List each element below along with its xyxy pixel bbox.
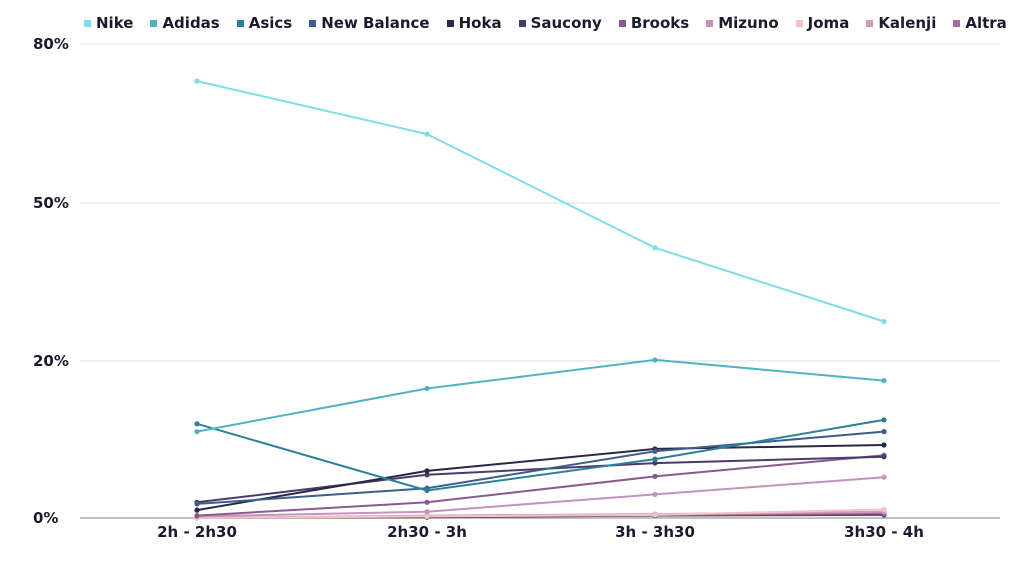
x-tick-label: 3h30 - 4h [844,523,924,541]
data-point-adidas [194,429,200,435]
series-new-balance [194,429,887,507]
y-tick-label: 0% [33,509,58,527]
legend-swatch [84,19,91,27]
data-point-nike [424,131,430,137]
legend: Nike Adidas Asics New Balance Hoka Saucony Bro… [84,14,1024,32]
series-line-saucony [196,455,885,504]
y-tick-label: 50% [33,194,69,212]
legend-label: Mizuno [718,14,779,32]
legend-label: Adidas [162,14,220,32]
legend-item-joma: Joma [795,14,850,32]
x-tick-label: 2h - 2h30 [157,523,237,541]
legend-label: Saucony [530,14,602,32]
legend-label: Asics [248,14,293,32]
series-asics [194,417,887,494]
data-point-asics [881,417,887,423]
legend-swatch [446,19,454,27]
legend-swatch [518,19,526,27]
x-tick-label: 2h30 - 3h [387,523,467,541]
legend-swatch [309,19,317,27]
data-point-mizuno [652,491,658,498]
legend-item-adidas: Adidas [150,14,220,32]
series-adidas [194,357,887,435]
series-line-hoka [196,444,885,512]
legend-item-hoka: Hoka [446,14,502,32]
y-tick-label: 20% [33,352,69,370]
gridlines [80,43,1000,519]
legend-label: Hoka [458,14,502,32]
x-tick-label: 3h - 3h30 [615,523,695,541]
series-line-new-balance [196,430,885,505]
y-axis-ticks: 0% 20% 50% 80% [33,35,69,527]
data-point-nike [652,245,658,251]
data-point-adidas [424,385,430,392]
series-line-adidas [196,358,885,433]
legend-item-nike: Nike [84,14,133,32]
series-nike [194,78,887,325]
data-point-joma [424,513,430,520]
data-point-joma [881,506,887,512]
data-point-hoka [424,468,430,474]
data-point-nike [194,78,200,84]
data-point-brooks [652,473,658,479]
data-point-new-balance [881,429,887,435]
series-line-mizuno [196,476,885,518]
y-tick-label: 80% [33,35,69,53]
legend-label: Kalenji [878,14,937,32]
legend-swatch [236,19,244,27]
data-point-hoka [194,507,200,513]
legend-label: Altra [965,14,1007,32]
legend-label: Nike [96,14,134,32]
legend-swatch [866,19,874,27]
data-point-adidas [881,378,887,384]
legend-swatch [150,19,158,27]
legend-swatch [706,19,714,27]
series-line-nike [196,80,885,323]
data-point-adidas [652,357,658,363]
series-line-asics [196,418,885,492]
data-point-mizuno [881,474,887,480]
data-point-new-balance [652,448,658,454]
data-point-new-balance [194,501,200,507]
legend-label: Brooks [630,14,690,32]
legend-label: Joma [807,14,850,32]
data-point-asics [424,487,430,494]
series-line-brooks [196,454,885,517]
legend-item-asics: Asics [236,14,293,32]
legend-swatch [618,19,626,27]
data-point-nike [881,318,887,325]
legend-item-mizuno: Mizuno [706,14,779,32]
legend-swatch [795,19,803,27]
data-point-saucony [881,454,887,460]
legend-label: New Balance [321,14,430,32]
x-axis-ticks: 2h - 2h30 2h30 - 3h 3h - 3h30 3h30 - 4h [157,523,924,541]
series-hoka [194,442,887,513]
series-line-joma [196,508,885,519]
data-point-mizuno [424,509,430,515]
legend-swatch [953,19,961,27]
legend-item-kalenji: Kalenji [866,14,936,32]
legend-item-saucony: Saucony [518,14,602,32]
data-point-brooks [424,499,430,505]
data-point-brooks [194,513,200,519]
data-point-saucony [652,460,658,466]
data-point-asics [652,456,658,462]
data-point-hoka [881,442,887,448]
data-point-saucony [424,472,430,478]
legend-item-brooks: Brooks [618,14,690,32]
legend-item-new-balance: New Balance [309,14,430,32]
series-group [194,78,887,521]
legend-item-altra: Altra [953,14,1007,32]
data-point-joma [652,512,658,518]
data-point-asics [194,421,200,427]
